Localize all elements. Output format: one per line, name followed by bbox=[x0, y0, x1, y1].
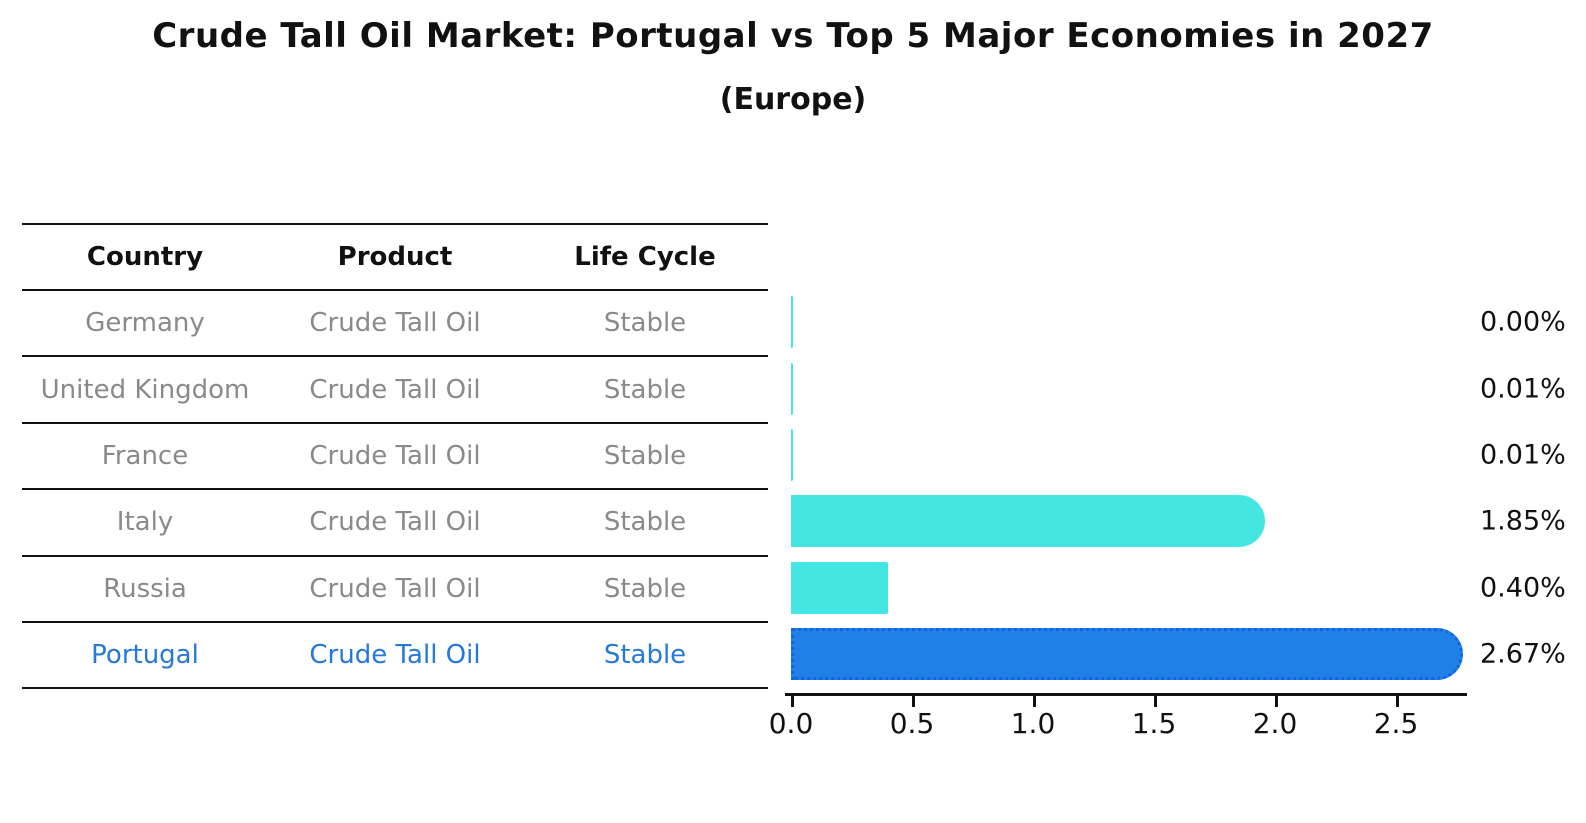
cell-product: Crude Tall Oil bbox=[309, 507, 481, 538]
cell-product: Crude Tall Oil bbox=[309, 573, 481, 604]
value-label: 0.01% bbox=[1480, 439, 1566, 471]
table-row: United Kingdom Crude Tall Oil Stable bbox=[22, 357, 768, 424]
table-header-life-cycle: Life Cycle bbox=[574, 242, 716, 272]
value-label: 0.00% bbox=[1480, 306, 1566, 338]
chart-title: Crude Tall Oil Market: Portugal vs Top 5… bbox=[152, 16, 1434, 56]
table-header-product: Product bbox=[337, 242, 453, 272]
bar-portugal bbox=[791, 628, 1464, 681]
value-label: 1.85% bbox=[1480, 505, 1566, 537]
cell-country: Portugal bbox=[91, 640, 199, 671]
x-tick bbox=[791, 696, 794, 707]
value-label: 0.40% bbox=[1480, 572, 1566, 604]
value-label: 0.01% bbox=[1480, 373, 1566, 405]
bar-france bbox=[791, 429, 794, 481]
table-row: Russia Crude Tall Oil Stable bbox=[22, 557, 768, 623]
bar-germany bbox=[791, 296, 793, 349]
cell-product: Crude Tall Oil bbox=[309, 640, 481, 671]
cell-country: Italy bbox=[116, 507, 174, 538]
chart-subtitle: (Europe) bbox=[719, 82, 867, 117]
x-axis-line bbox=[785, 693, 1467, 696]
country-table: Country Product Life Cycle Germany Crude … bbox=[22, 223, 768, 690]
cell-country: Russia bbox=[103, 573, 187, 604]
x-tick-label: 2.5 bbox=[1373, 707, 1419, 740]
x-tick-label: 1.0 bbox=[1010, 707, 1056, 740]
cell-life-cycle: Stable bbox=[603, 308, 687, 339]
x-tick bbox=[912, 696, 915, 707]
cell-product: Crude Tall Oil bbox=[309, 440, 481, 471]
cell-life-cycle: Stable bbox=[603, 440, 687, 471]
table-header-row: Country Product Life Cycle bbox=[22, 225, 768, 291]
table-row: Italy Crude Tall Oil Stable bbox=[22, 490, 768, 557]
cell-country: United Kingdom bbox=[40, 374, 250, 405]
table-row: Portugal Crude Tall Oil Stable bbox=[22, 623, 768, 690]
x-tick bbox=[1033, 696, 1036, 707]
x-tick bbox=[1396, 696, 1399, 707]
bar-united-kingdom bbox=[791, 362, 794, 415]
cell-life-cycle: Stable bbox=[603, 374, 687, 405]
x-tick-label: 0.0 bbox=[768, 707, 814, 740]
table-body: Germany Crude Tall Oil Stable United Kingdo… bbox=[22, 291, 768, 690]
table-header-country: Country bbox=[86, 242, 204, 272]
cell-product: Crude Tall Oil bbox=[309, 308, 481, 339]
cell-life-cycle: Stable bbox=[603, 640, 687, 671]
cell-country: Germany bbox=[85, 308, 205, 339]
x-tick-label: 1.5 bbox=[1131, 707, 1177, 740]
bar-italy bbox=[791, 495, 1265, 548]
cell-country: France bbox=[101, 440, 189, 471]
x-tick bbox=[1154, 696, 1157, 707]
cell-life-cycle: Stable bbox=[603, 573, 687, 604]
table-row: France Crude Tall Oil Stable bbox=[22, 424, 768, 491]
x-tick bbox=[1275, 696, 1278, 707]
cell-product: Crude Tall Oil bbox=[309, 374, 481, 405]
cell-life-cycle: Stable bbox=[603, 507, 687, 538]
x-tick-label: 2.0 bbox=[1252, 707, 1298, 740]
x-tick-label: 0.5 bbox=[889, 707, 935, 740]
value-label: 2.67% bbox=[1480, 638, 1566, 670]
bar-russia bbox=[791, 561, 888, 614]
table-row: Germany Crude Tall Oil Stable bbox=[22, 291, 768, 358]
